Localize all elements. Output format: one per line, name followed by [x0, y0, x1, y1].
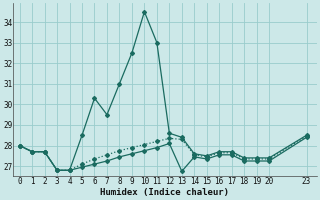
X-axis label: Humidex (Indice chaleur): Humidex (Indice chaleur)	[100, 188, 229, 197]
